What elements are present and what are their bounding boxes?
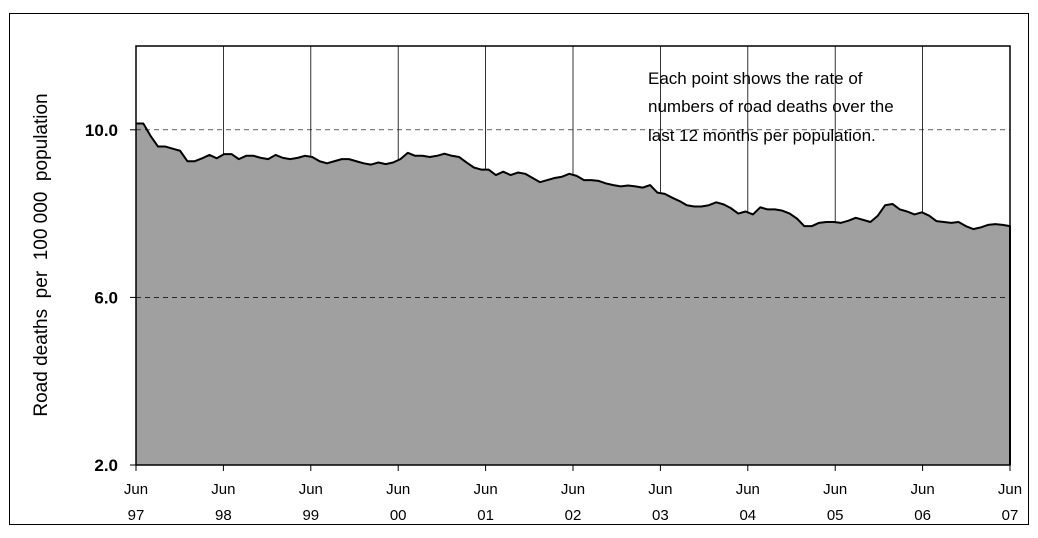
x-tick-label-month: Jun (648, 481, 672, 498)
area-layer (136, 123, 1010, 465)
x-tick-label-year: 98 (215, 507, 232, 524)
x-tick-label-month: Jun (124, 481, 148, 498)
road-deaths-line (136, 122, 1011, 465)
y-tick-label: 10.0 (85, 121, 118, 140)
x-tick-label-year: 97 (128, 507, 145, 524)
x-tick-label-year: 06 (914, 507, 931, 524)
line-layer (136, 122, 1011, 465)
road-deaths-area (136, 123, 1010, 465)
annotation-line-3: last 12 months per population. (648, 126, 876, 145)
x-tick-label-year: 99 (302, 507, 319, 524)
y-tick-label: 6.0 (94, 288, 118, 307)
annotation-line-1: Each point shows the rate of (648, 69, 863, 88)
x-tick-label-year: 05 (827, 507, 844, 524)
y-tick-label: 2.0 (94, 456, 118, 475)
horizontal-gridlines (136, 129, 1010, 298)
y-axis-ticks: 2.0 6.0 10.0 (85, 121, 136, 475)
y-axis-title: Road deaths per 100 000 population (31, 93, 52, 416)
x-tick-label-month: Jun (211, 481, 235, 498)
x-tick-label-year: 00 (390, 507, 407, 524)
x-tick-label-year: 03 (652, 507, 669, 524)
x-tick-label-month: Jun (561, 481, 585, 498)
x-tick-label-month: Jun (386, 481, 410, 498)
x-tick-label-year: 01 (477, 507, 494, 524)
x-tick-label-month: Jun (823, 481, 847, 498)
x-tick-label-year: 07 (1002, 507, 1019, 524)
x-tick-label-month: Jun (299, 481, 323, 498)
annotation-line-2: numbers of road deaths over the (648, 97, 894, 116)
x-axis-ticks: Jun 97 Jun 98 Jun 99 Jun 00 Jun 01 Jun 02 Jun 03 Jun 04… (124, 465, 1022, 524)
x-tick-label-year: 02 (565, 507, 582, 524)
x-tick-label-month: Jun (474, 481, 498, 498)
x-tick-label-month: Jun (998, 481, 1022, 498)
x-tick-label-month: Jun (736, 481, 760, 498)
chart-annotation: Each point shows the rate of numbers of … (648, 69, 898, 145)
x-tick-label-year: 04 (739, 507, 756, 524)
x-tick-label-month: Jun (911, 481, 935, 498)
